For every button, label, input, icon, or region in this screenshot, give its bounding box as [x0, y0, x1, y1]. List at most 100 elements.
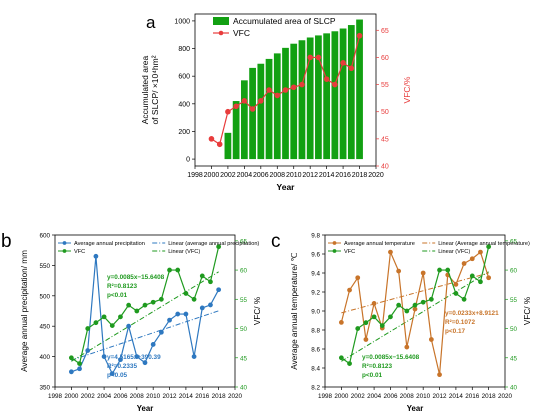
vfc-point: [233, 103, 239, 110]
vfc-point: [290, 84, 297, 91]
y-right-axis-title: VFC/%: [402, 76, 412, 103]
vfc-point: [158, 296, 164, 302]
vfc-point: [101, 314, 107, 320]
vfc-point: [445, 267, 451, 273]
x-tick-label: 2020: [228, 393, 243, 400]
series-point-left: [363, 337, 369, 342]
x-tick-label: 2010: [416, 393, 431, 400]
vfc-point: [371, 314, 377, 320]
vfc-point: [266, 87, 272, 93]
series-point-left: [134, 354, 140, 360]
vfc-point: [323, 76, 330, 82]
y-left-tick-label: 8.6: [311, 347, 320, 354]
x-axis-title: Year: [407, 404, 423, 413]
panel-c: 1998 2000 2002 2004 2006 2008 2010 2012 2014 2016…: [271, 231, 532, 413]
legend-swatch-bars: [213, 17, 229, 25]
panel-label: c: [271, 231, 281, 252]
bar: [331, 31, 339, 160]
legend-label: Linear (Average annual temperature): [438, 241, 530, 247]
series-point-left: [93, 253, 99, 259]
vfc-point: [142, 302, 148, 308]
series-point-left: [150, 342, 156, 347]
y-right-tick-label: 65: [510, 238, 518, 245]
x-tick-label: 2018: [352, 172, 368, 179]
x-tick-label: 2004: [367, 393, 382, 400]
vfc-point: [486, 244, 492, 250]
bar: [306, 37, 314, 160]
legend-label: VFC: [344, 249, 355, 255]
vfc-point: [379, 323, 385, 329]
y-left-tick-label: 9.4: [311, 271, 320, 278]
series-point-left: [461, 261, 467, 266]
vfc-point: [109, 323, 115, 329]
bar: [356, 19, 363, 160]
y-left-tick-label: 8.8: [311, 328, 320, 335]
bar: [347, 25, 355, 160]
y-left-axis-title: Average annual temperature/ ℃: [290, 252, 299, 369]
vfc-point: [225, 108, 231, 115]
y-left-tick-label: 350: [39, 385, 50, 392]
y-left-tick-label: 600: [178, 74, 190, 81]
vfc-point: [469, 273, 475, 279]
x-tick-label: 2020: [498, 393, 513, 400]
y-left-axis-title: Average annual precipitation/ mm: [20, 250, 29, 372]
trend-annotation: p<0.05: [107, 372, 128, 379]
y-left-tick-label: 600: [39, 233, 50, 240]
x-tick-label: 2000: [64, 393, 79, 400]
bar: [273, 53, 281, 160]
series-point-left: [77, 366, 82, 372]
y-right-tick-label: 55: [381, 82, 389, 89]
series-point-left: [175, 311, 181, 317]
x-tick-label: 2004: [97, 393, 112, 400]
vfc-point: [461, 296, 467, 302]
vfc-point: [307, 54, 313, 61]
x-tick-label: 2004: [237, 172, 253, 179]
series-point-left: [338, 320, 344, 325]
vfc-point: [85, 326, 91, 331]
vfc-point: [282, 87, 289, 93]
series-point-left: [469, 256, 475, 262]
vfc-point: [420, 299, 426, 305]
trendline: [341, 272, 489, 314]
y-left-tick-label: 800: [178, 46, 190, 53]
vfc-point: [356, 32, 363, 39]
vfc-point: [258, 98, 264, 104]
x-tick-label: 2008: [269, 172, 285, 179]
bar: [249, 67, 256, 160]
plot-frame: [54, 234, 236, 388]
trend-annotation: y=0.0085x−15.6408: [362, 354, 420, 361]
legend-label: VFC: [233, 28, 250, 38]
legend-label: Linear (VFC): [438, 249, 470, 255]
y-right-tick-label: 60: [381, 55, 389, 62]
x-tick-label: 2018: [212, 393, 227, 400]
bar: [290, 43, 298, 160]
vfc-point: [315, 54, 322, 61]
bar: [315, 35, 322, 160]
x-tick-label: 1998: [318, 393, 333, 400]
legend-swatch-vfc-marker: [218, 30, 224, 36]
legend-label: Linear (average annual precipitation): [168, 241, 259, 247]
y-left-tick-label: 9.0: [311, 309, 320, 316]
series-point-left: [216, 287, 222, 293]
bar: [257, 63, 265, 160]
trendline: [341, 271, 489, 362]
bar: [339, 28, 347, 160]
legend-label: Average annual precipitation: [74, 241, 145, 247]
y-left-tick-label: 450: [39, 324, 50, 331]
y-right-tick-label: 45: [240, 355, 248, 362]
x-tick-label: 2016: [335, 172, 351, 179]
trend-annotation: R²=0.8123: [107, 283, 137, 290]
x-tick-label: 1998: [48, 393, 63, 400]
vfc-point: [355, 326, 361, 331]
x-tick-label: 2014: [179, 393, 194, 400]
vfc-point: [118, 314, 123, 320]
series-point-left: [183, 311, 189, 317]
y-right-tick-label: 65: [381, 28, 389, 35]
vfc-point: [404, 308, 410, 314]
y-right-tick-label: 60: [510, 268, 518, 275]
series-point-left: [167, 317, 172, 323]
series-point-left: [420, 270, 426, 276]
y-left-tick-label: 8.4: [311, 366, 320, 373]
y-right-tick-label: 65: [240, 238, 248, 245]
y-right-tick-label: 55: [510, 297, 518, 304]
